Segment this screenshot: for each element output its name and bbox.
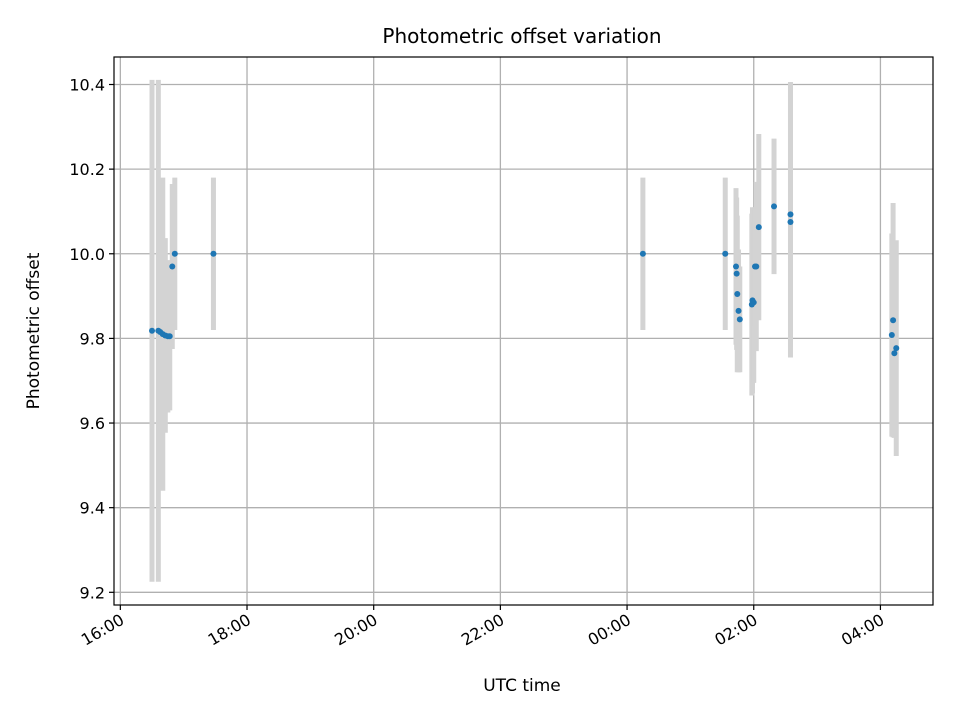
y-tick-label: 10.2 [69, 160, 105, 179]
data-point [753, 263, 760, 270]
data-point [735, 307, 742, 314]
chart-title: Photometric offset variation [382, 24, 661, 48]
y-axis-ticks: 9.2 9.4 9.6 9.8 10.0 10.2 10.4 [69, 76, 114, 602]
data-point [787, 211, 794, 218]
x-axis-label: UTC time [483, 676, 561, 696]
y-tick-label: 10.4 [69, 76, 105, 95]
y-tick-label: 9.6 [80, 414, 105, 433]
data-point [755, 224, 762, 231]
data-point [888, 332, 895, 339]
data-point [787, 219, 794, 226]
plot-frame [113, 56, 934, 606]
y-tick-label: 10.0 [69, 245, 105, 264]
data-point [733, 263, 740, 270]
point-layer [149, 203, 900, 357]
data-point [639, 250, 646, 257]
data-point [210, 250, 217, 257]
y-tick-label: 9.2 [80, 583, 105, 602]
data-point [890, 317, 897, 324]
data-point [771, 203, 778, 210]
data-point [169, 263, 176, 270]
data-point [736, 316, 743, 323]
data-point [893, 345, 900, 352]
data-point [750, 299, 757, 306]
y-axis-label: Photometric offset [24, 252, 44, 409]
y-tick-label: 9.8 [80, 329, 105, 348]
data-point [722, 250, 729, 257]
data-point [734, 290, 741, 297]
data-point [891, 350, 898, 357]
data-point [149, 327, 156, 334]
y-tick-label: 9.4 [80, 499, 105, 518]
data-point [166, 333, 173, 340]
data-point [733, 270, 740, 277]
data-point [171, 250, 178, 257]
